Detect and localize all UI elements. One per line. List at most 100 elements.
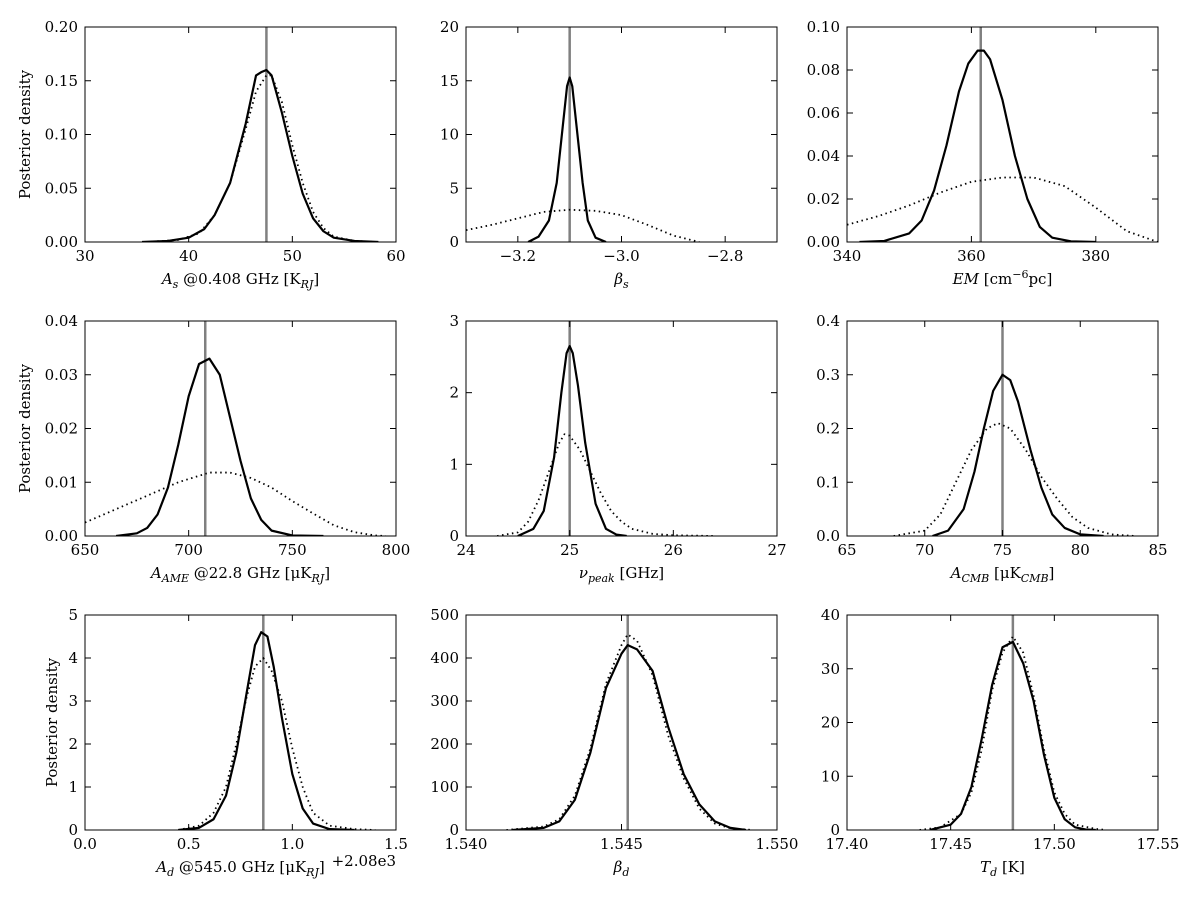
posterior-dotted-line bbox=[919, 635, 1107, 830]
y-tick-label: 10 bbox=[440, 126, 459, 144]
y-tick-label: 3 bbox=[449, 312, 459, 330]
y-tick-label: 0.20 bbox=[45, 18, 78, 36]
axes-frame bbox=[465, 320, 778, 537]
y-tick-label: 0 bbox=[830, 821, 840, 839]
y-tick-label: 500 bbox=[430, 606, 459, 624]
posterior-solid-line bbox=[512, 644, 747, 830]
x-tick-label: 650 bbox=[71, 541, 100, 559]
posterior-dotted-line bbox=[847, 176, 1158, 242]
y-tick-label: 1 bbox=[68, 778, 78, 796]
y-tick-label: 100 bbox=[430, 778, 459, 796]
y-tick-label: 0.03 bbox=[45, 366, 78, 384]
y-tick-label: 4 bbox=[68, 649, 78, 667]
posterior-dotted-line bbox=[147, 74, 376, 242]
x-tick-label: 0.5 bbox=[177, 835, 201, 853]
y-tick-label: 300 bbox=[430, 692, 459, 710]
chart-panel-3: 340 360 380 0.00 0.02 0.04 0.06 0.08 0.10 EM [cm−… bbox=[807, 18, 1159, 288]
axes-frame bbox=[84, 320, 397, 537]
y-tick-label: 0.05 bbox=[45, 179, 78, 197]
axes-frame bbox=[465, 26, 778, 243]
axes-frame bbox=[846, 26, 1159, 243]
axes-frame bbox=[84, 26, 397, 243]
y-tick-label: 0.06 bbox=[807, 104, 840, 122]
y-tick-label: 0.02 bbox=[807, 190, 840, 208]
x-axis-label: νpeak [GHz] bbox=[579, 564, 664, 585]
x-tick-label: 24 bbox=[456, 541, 475, 559]
x-tick-label: 25 bbox=[560, 541, 579, 559]
x-tick-label: 0.0 bbox=[73, 835, 97, 853]
y-tick-label: 5 bbox=[68, 606, 78, 624]
y-tick-label: 200 bbox=[430, 735, 459, 753]
chart-panel-7: 0.0 0.5 1.0 1.5 0 1 2 3 4 5 Ad @545.0 GHz [μKRJ] +2… bbox=[43, 606, 408, 879]
x-tick-label: 85 bbox=[1148, 541, 1167, 559]
posterior-solid-line bbox=[932, 373, 1104, 536]
axes-frame bbox=[465, 614, 778, 831]
x-tick-label: 700 bbox=[174, 541, 203, 559]
x-tick-label: 1.5 bbox=[384, 835, 408, 853]
posterior-solid-line bbox=[517, 344, 627, 536]
x-axis-label: EM [cm−6pc] bbox=[952, 268, 1053, 288]
x-tick-label: 80 bbox=[1071, 541, 1090, 559]
posterior-solid-line bbox=[859, 49, 1096, 242]
x-axis-label: βd bbox=[613, 858, 630, 879]
x-tick-label: 800 bbox=[382, 541, 411, 559]
x-tick-label: 70 bbox=[915, 541, 934, 559]
chart-panel-9: 17.40 17.45 17.50 17.55 0 10 20 30 40 Td [K] bbox=[821, 606, 1180, 879]
x-tick-label: 65 bbox=[837, 541, 856, 559]
x-axis-label: AAME @22.8 GHz [μKRJ] bbox=[149, 564, 330, 585]
y-axis-label: Posterior density bbox=[43, 657, 61, 787]
y-axis-label: Posterior density bbox=[16, 363, 34, 493]
posterior-dotted-line bbox=[496, 433, 715, 536]
y-tick-label: 0.3 bbox=[816, 366, 840, 384]
x-tick-label: 1.540 bbox=[445, 835, 488, 853]
y-tick-label: 0.1 bbox=[816, 473, 840, 491]
y-tick-label: 20 bbox=[440, 18, 459, 36]
x-axis-label: ACMB [μKCMB] bbox=[949, 564, 1055, 585]
y-tick-label: 0.4 bbox=[816, 312, 840, 330]
chart-panel-4: 650 700 750 800 0.00 0.01 0.02 0.03 0.04 AAME @22… bbox=[16, 312, 410, 585]
x-tick-label: 40 bbox=[179, 247, 198, 265]
x-tick-label: −3.2 bbox=[500, 247, 536, 265]
posterior-solid-line bbox=[141, 68, 379, 242]
posterior-solid-line bbox=[527, 76, 607, 242]
posterior-solid-line bbox=[178, 631, 355, 830]
y-tick-label: 0.10 bbox=[807, 18, 840, 36]
chart-panel-6: 65 70 75 80 85 0.0 0.1 0.2 0.3 0.4 ACMB [μKCMB] bbox=[816, 312, 1167, 585]
y-tick-label: 0.08 bbox=[807, 61, 840, 79]
y-tick-label: 2 bbox=[68, 735, 78, 753]
chart-panel-8: 1.540 1.545 1.550 0 100 200 300 400 500 βd bbox=[430, 606, 798, 879]
x-tick-label: 17.55 bbox=[1137, 835, 1180, 853]
x-axis-label: As @0.408 GHz [KRJ] bbox=[160, 270, 319, 291]
x-tick-label: 17.40 bbox=[826, 835, 869, 853]
x-tick-label: 75 bbox=[993, 541, 1012, 559]
y-tick-label: 15 bbox=[440, 72, 459, 90]
y-tick-label: 5 bbox=[449, 179, 459, 197]
posterior-dotted-line bbox=[85, 471, 386, 536]
x-tick-label: 50 bbox=[283, 247, 302, 265]
posterior-dotted-line bbox=[506, 633, 753, 830]
y-tick-label: 0.2 bbox=[816, 420, 840, 438]
x-tick-label: 60 bbox=[386, 247, 405, 265]
axes-frame bbox=[84, 614, 397, 831]
y-tick-label: 3 bbox=[68, 692, 78, 710]
posterior-solid-line bbox=[929, 640, 1096, 830]
y-tick-label: 0.01 bbox=[45, 473, 78, 491]
x-axis-label: Ad @545.0 GHz [μKRJ] bbox=[154, 858, 324, 879]
x-tick-label: 27 bbox=[767, 541, 786, 559]
y-tick-label: 0.0 bbox=[816, 527, 840, 545]
y-tick-label: 400 bbox=[430, 649, 459, 667]
posterior-dotted-line bbox=[466, 208, 700, 242]
y-axis-label: Posterior density bbox=[16, 69, 34, 199]
x-tick-label: 750 bbox=[278, 541, 307, 559]
y-tick-label: 10 bbox=[821, 767, 840, 785]
y-tick-label: 1 bbox=[449, 455, 459, 473]
x-tick-label: 340 bbox=[833, 247, 862, 265]
x-tick-label: 17.50 bbox=[1033, 835, 1076, 853]
y-tick-label: 0.15 bbox=[45, 72, 78, 90]
y-tick-label: 0.04 bbox=[807, 147, 840, 165]
x-tick-label: 1.545 bbox=[600, 835, 643, 853]
chart-panel-5: 24 25 26 27 0 1 2 3 νpeak [GHz] bbox=[449, 312, 786, 585]
x-axis-label: Td [K] bbox=[980, 858, 1025, 879]
